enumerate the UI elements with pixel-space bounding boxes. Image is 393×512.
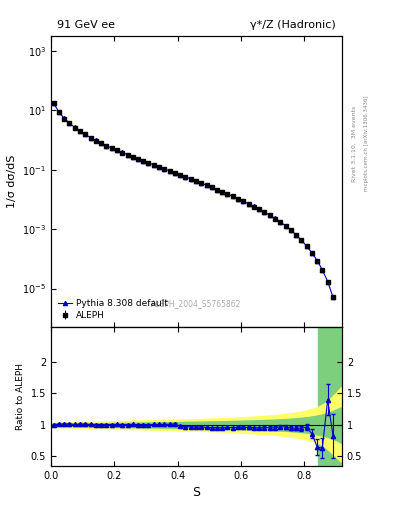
Y-axis label: 1/σ dσ/dS: 1/σ dσ/dS xyxy=(7,155,17,208)
X-axis label: S: S xyxy=(193,486,200,499)
Legend: Pythia 8.308 default, ALEPH: Pythia 8.308 default, ALEPH xyxy=(55,296,171,323)
Text: ALEPH_2004_S5765862: ALEPH_2004_S5765862 xyxy=(151,300,242,308)
Text: mcplots.cern.ch [arXiv:1306.3436]: mcplots.cern.ch [arXiv:1306.3436] xyxy=(364,96,369,191)
Text: Rivet 3.1.10,  3M events: Rivet 3.1.10, 3M events xyxy=(352,105,357,182)
Text: 91 GeV ee: 91 GeV ee xyxy=(57,20,115,30)
Y-axis label: Ratio to ALEPH: Ratio to ALEPH xyxy=(16,363,25,430)
Text: γ*/Z (Hadronic): γ*/Z (Hadronic) xyxy=(250,20,336,30)
Bar xyxy=(318,327,342,466)
